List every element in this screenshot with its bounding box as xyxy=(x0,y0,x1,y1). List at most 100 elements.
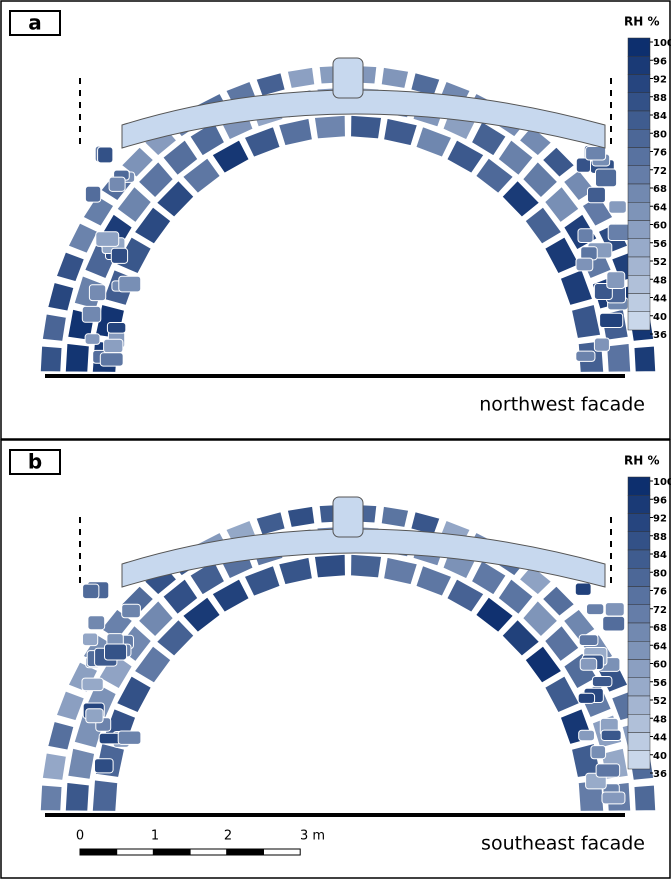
stone xyxy=(161,138,200,177)
scale-segment xyxy=(226,848,265,856)
stone xyxy=(286,505,316,529)
stone xyxy=(380,66,410,90)
stone xyxy=(85,708,104,724)
tick-label: 48 xyxy=(653,275,667,286)
color-band xyxy=(627,238,651,258)
tick-label: 96 xyxy=(653,495,667,506)
stone xyxy=(81,305,102,323)
scale-label: 1 xyxy=(151,829,159,844)
stone xyxy=(585,146,607,161)
color-band xyxy=(627,750,651,770)
tick-label: 60 xyxy=(653,660,667,671)
stone xyxy=(445,577,486,614)
stone xyxy=(115,185,153,224)
tick-label: 72 xyxy=(653,605,667,616)
stone xyxy=(590,745,607,760)
stone xyxy=(97,146,114,164)
stone xyxy=(103,338,124,354)
tick-label: 68 xyxy=(653,623,667,634)
color-band xyxy=(627,622,651,642)
stone xyxy=(496,138,535,177)
stone xyxy=(595,763,621,778)
stone xyxy=(55,689,86,722)
tick-label: 92 xyxy=(653,75,667,86)
stone xyxy=(349,553,383,579)
color-band xyxy=(627,202,651,221)
stone xyxy=(382,117,419,147)
tick-label: 72 xyxy=(653,166,667,177)
stone xyxy=(605,342,632,374)
tick-label: 64 xyxy=(653,641,667,652)
stone xyxy=(578,634,599,647)
stone xyxy=(500,618,541,658)
tick-label: 84 xyxy=(653,550,667,561)
tick-label: 76 xyxy=(653,148,667,159)
panel-label-box xyxy=(9,10,61,36)
stone xyxy=(155,179,196,219)
stone xyxy=(574,582,592,596)
color-band xyxy=(627,129,651,148)
tick-label: 60 xyxy=(653,221,667,232)
stone xyxy=(632,783,657,812)
color-band xyxy=(627,293,651,312)
stone xyxy=(606,271,626,289)
color-band xyxy=(627,256,651,276)
color-band xyxy=(627,513,651,532)
stone xyxy=(470,559,508,597)
color-band xyxy=(627,677,651,697)
stone xyxy=(81,677,104,692)
stone xyxy=(94,758,114,774)
stone xyxy=(541,145,576,179)
stone xyxy=(210,577,251,614)
stone xyxy=(84,185,102,203)
stone xyxy=(575,257,594,272)
stone xyxy=(254,510,287,537)
color-band xyxy=(627,604,651,624)
panel-label: b xyxy=(28,450,42,474)
parapet xyxy=(121,528,606,588)
stone xyxy=(543,624,581,663)
stone xyxy=(132,644,173,685)
tick-label: 84 xyxy=(653,111,667,122)
stone xyxy=(286,66,316,90)
scale-segment xyxy=(116,848,154,856)
stone xyxy=(117,730,142,745)
panel: b southeast facade RH % 100 96 92 88 84 80 76 72 68… xyxy=(9,449,671,855)
stone xyxy=(91,778,119,813)
stone xyxy=(313,114,347,140)
stone xyxy=(110,247,129,264)
tick-label: 44 xyxy=(653,294,667,305)
color-band xyxy=(627,220,651,239)
stone xyxy=(604,602,625,617)
tick-label: 80 xyxy=(653,568,667,579)
tick-label: 68 xyxy=(653,184,667,195)
tick-label: 56 xyxy=(653,239,667,250)
tick-label: 100 xyxy=(653,38,671,49)
color-band xyxy=(627,183,651,203)
parapet-post xyxy=(332,496,364,538)
stone xyxy=(64,342,91,374)
color-band xyxy=(627,110,651,130)
scale-segment xyxy=(79,848,118,856)
stone xyxy=(121,603,141,619)
stone xyxy=(155,618,196,658)
stone xyxy=(414,125,454,159)
stone xyxy=(132,205,173,246)
stone xyxy=(106,322,127,334)
stone xyxy=(277,556,314,586)
tick-label: 40 xyxy=(653,312,667,323)
color-band xyxy=(627,586,651,605)
stone xyxy=(108,176,126,192)
stone xyxy=(46,720,76,752)
tick-label: 64 xyxy=(653,202,667,213)
stone xyxy=(104,643,128,661)
stone xyxy=(88,284,107,302)
stone xyxy=(39,783,64,812)
legend-title: RH % xyxy=(624,15,659,29)
color-band xyxy=(627,495,651,514)
caption: southeast facade xyxy=(481,833,645,855)
scale-segment xyxy=(263,848,301,856)
color-band xyxy=(627,37,651,57)
stone xyxy=(99,352,124,367)
